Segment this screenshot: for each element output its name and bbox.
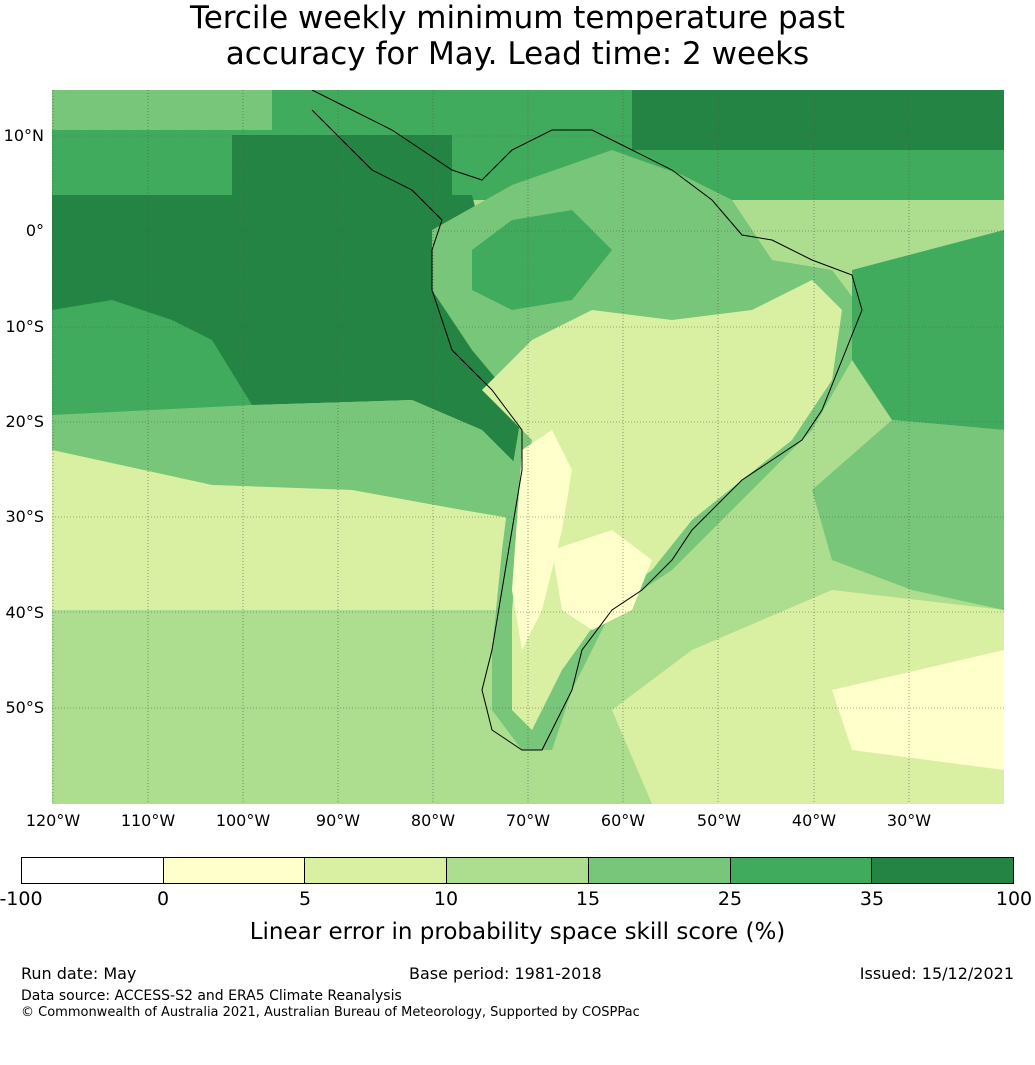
colorbar-segment-2 xyxy=(163,858,306,883)
region-pacific-subtropic xyxy=(52,450,522,610)
region-equatorial-atlantic xyxy=(852,230,1004,430)
lat-label-20s: 20°S xyxy=(5,412,44,431)
lon-label-80w: 80°W xyxy=(410,811,456,830)
lon-label-60w: 60°W xyxy=(600,811,646,830)
run-date: Run date: May xyxy=(21,964,137,983)
lon-label-50w: 50°W xyxy=(696,811,742,830)
lat-label-30s: 30°S xyxy=(5,507,44,526)
lon-label-30w: 30°W xyxy=(886,811,932,830)
region-pacific-north xyxy=(232,135,452,195)
lat-label-40s: 40°S xyxy=(5,603,44,622)
land-amazon-north xyxy=(472,210,612,310)
region-pacific-south xyxy=(52,400,522,520)
region-south-atlantic xyxy=(812,420,1004,610)
colorbar-tick-25: 25 xyxy=(717,888,743,910)
lon-label-70w: 70°W xyxy=(505,811,551,830)
lon-label-40w: 40°W xyxy=(791,811,837,830)
title-line-2: accuracy for May. Lead time: 2 weeks xyxy=(225,36,810,72)
map-title: Tercile weekly minimum temperature past … xyxy=(0,0,1035,72)
colorbar-tick-10: 10 xyxy=(433,888,459,910)
colorbar-label: Linear error in probability space skill … xyxy=(249,919,786,945)
colorbar-segment-3 xyxy=(305,858,448,883)
map-gridlines xyxy=(52,90,1004,804)
base-period: Base period: 1981-2018 xyxy=(409,964,602,983)
colorbar-segment-4 xyxy=(447,858,589,883)
title-line-1: Tercile weekly minimum temperature past xyxy=(190,0,845,36)
region-caribbean-high xyxy=(632,90,1004,150)
skill-map-canvas xyxy=(52,90,1004,804)
lon-label-110w: 110°W xyxy=(120,811,176,830)
colorbar-segment-6 xyxy=(730,858,873,883)
colorbar-segment-5 xyxy=(588,858,731,883)
colorbar-tick-neg100: -100 xyxy=(0,888,43,910)
lat-label-10s: 10°S xyxy=(5,317,44,336)
colorbar-segment-7 xyxy=(872,858,1014,883)
colorbar-tick-35: 35 xyxy=(859,888,885,910)
coastline xyxy=(311,90,863,751)
land-pampas-very-low xyxy=(552,530,652,630)
region-pacific-nw xyxy=(52,90,272,130)
region-southern-pacific xyxy=(52,610,512,804)
region-atlantic-very-low xyxy=(832,650,1004,770)
colorbar-tick-5: 5 xyxy=(298,888,312,910)
copyright: © Commonwealth of Australia 2021, Austra… xyxy=(21,1005,640,1020)
colorbar-tick-15: 15 xyxy=(575,888,601,910)
colorbar-tick-0: 0 xyxy=(156,888,170,910)
region-pacific-mid xyxy=(52,300,252,415)
lon-label-120w: 120°W xyxy=(25,811,81,830)
lat-label-50s: 50°S xyxy=(5,698,44,717)
colorbar-segment-1 xyxy=(22,858,164,883)
data-source: Data source: ACCESS-S2 and ERA5 Climate … xyxy=(21,988,402,1004)
lat-label-10n: 10°N xyxy=(3,126,44,145)
lon-label-90w: 90°W xyxy=(315,811,361,830)
lat-label-0: 0° xyxy=(25,221,44,240)
issued-date: Issued: 15/12/2021 xyxy=(859,964,1014,983)
skill-map xyxy=(52,90,1004,804)
lon-label-100w: 100°W xyxy=(215,811,271,830)
colorbar-tick-100: 100 xyxy=(995,888,1033,910)
colorbar xyxy=(21,857,1014,884)
land-interior-low-skill xyxy=(482,280,842,730)
land-andes-very-low xyxy=(512,430,572,650)
